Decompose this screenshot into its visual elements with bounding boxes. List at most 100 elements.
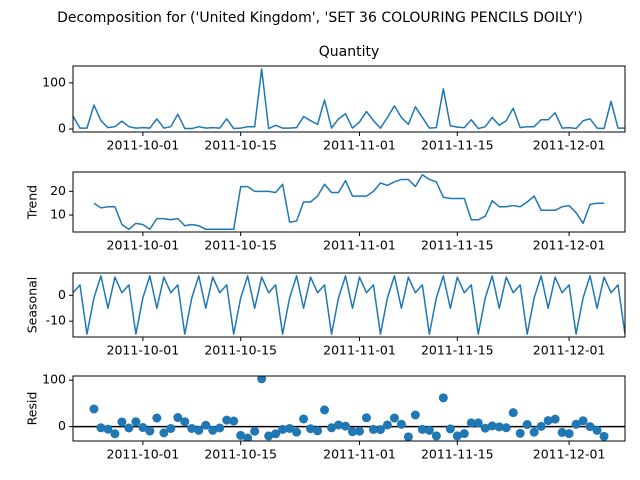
resid-point <box>494 422 504 432</box>
panel: Quantity 0 100 2011-10-01 2011-10-15 2011-11-… <box>42 44 626 153</box>
resid-point <box>131 417 141 427</box>
resid-point <box>557 427 567 437</box>
y-tick-label: 20 <box>50 183 66 198</box>
resid-point <box>194 425 204 435</box>
resid-point <box>152 413 162 423</box>
y-tick-label: -10 <box>46 313 66 328</box>
resid-point <box>341 421 351 431</box>
resid-point <box>201 420 211 430</box>
resid-point <box>564 429 574 439</box>
resid-point <box>571 419 581 429</box>
resid-point <box>173 413 183 423</box>
series-line <box>73 68 625 130</box>
x-tick-label: 2011-12-01 <box>533 238 606 253</box>
resid-point <box>320 405 330 415</box>
resid-point <box>96 423 106 433</box>
resid-point <box>361 413 371 423</box>
axes-frame <box>72 171 626 233</box>
resid-point <box>145 426 155 436</box>
panel: Seasonal -10 0 2011-10-01 2011-10-15 2011-11-… <box>25 272 626 358</box>
panel: Trend 10 20 2011-10-01 2011-10-15 2011-11-01 2… <box>25 171 626 253</box>
x-tick-label: 2011-10-01 <box>107 238 180 253</box>
x-tick-label: 2011-10-15 <box>204 447 277 462</box>
resid-point <box>445 424 455 434</box>
resid-point <box>327 423 337 433</box>
resid-point <box>110 429 120 439</box>
x-tick-label: 2011-10-01 <box>107 447 180 462</box>
x-tick-label: 2011-11-15 <box>421 343 494 358</box>
x-tick-label: 2011-12-01 <box>533 343 606 358</box>
x-tick-label: 2011-11-15 <box>421 138 494 153</box>
x-tick-label: 2011-11-01 <box>323 138 396 153</box>
x-tick-label: 2011-11-15 <box>421 238 494 253</box>
y-tick-label: 0 <box>58 418 66 433</box>
y-axis-label: Seasonal <box>25 277 40 334</box>
resid-point <box>257 376 267 384</box>
resid-point <box>396 419 406 429</box>
y-axis-label: Resid <box>25 392 40 426</box>
plot-area <box>73 68 625 130</box>
axes-frame <box>72 272 626 338</box>
x-tick-label: 2011-12-01 <box>533 138 606 153</box>
resid-point <box>550 414 560 424</box>
resid-point <box>215 423 225 433</box>
series-line <box>73 275 625 335</box>
x-tick-label: 2011-11-01 <box>323 238 396 253</box>
resid-point <box>229 416 239 426</box>
resid-point <box>487 421 497 431</box>
plot-area <box>73 275 625 335</box>
resid-point <box>536 421 546 431</box>
resid-point <box>424 425 434 435</box>
resid-point <box>466 418 476 428</box>
y-tick-label: 0 <box>58 287 66 302</box>
y-tick-label: 100 <box>42 372 66 387</box>
axes-frame <box>72 375 626 442</box>
resid-point <box>159 428 169 438</box>
resid-point <box>124 423 134 433</box>
resid-point <box>480 423 490 433</box>
resid-point <box>438 393 448 403</box>
resid-point <box>117 417 127 427</box>
figure-title: Decomposition for ('United Kingdom', 'SE… <box>57 10 583 26</box>
plot-area <box>73 376 625 441</box>
resid-point <box>166 423 176 433</box>
resid-point <box>417 424 427 434</box>
plot-area <box>93 173 605 231</box>
resid-point <box>389 413 399 423</box>
series-line <box>93 173 605 231</box>
resid-point <box>243 433 253 441</box>
resid-point <box>292 427 302 437</box>
resid-point <box>187 423 197 433</box>
resid-point <box>403 432 413 441</box>
resid-point <box>271 429 281 439</box>
x-tick-label: 2011-11-15 <box>421 447 494 462</box>
resid-point <box>529 427 539 437</box>
y-tick-label: 10 <box>50 207 66 222</box>
resid-point <box>354 426 364 436</box>
x-tick-label: 2011-12-01 <box>533 447 606 462</box>
resid-point <box>522 420 532 430</box>
resid-point <box>368 424 378 434</box>
resid-point <box>599 431 609 441</box>
resid-point <box>410 410 420 420</box>
resid-point <box>382 420 392 430</box>
x-tick-label: 2011-10-01 <box>107 138 180 153</box>
resid-point <box>473 418 483 428</box>
resid-point <box>347 427 357 437</box>
x-tick-label: 2011-10-15 <box>204 238 277 253</box>
y-tick-label: 100 <box>42 74 66 89</box>
axes-frame <box>72 65 626 133</box>
resid-point <box>306 424 316 434</box>
resid-point <box>375 425 385 435</box>
resid-point <box>459 429 469 439</box>
resid-point <box>180 417 190 427</box>
resid-point <box>285 423 295 433</box>
resid-point <box>138 423 148 433</box>
resid-point <box>208 425 218 435</box>
resid-point <box>278 424 288 434</box>
resid-point <box>501 423 511 433</box>
resid-point <box>89 404 99 414</box>
x-tick-label: 2011-10-15 <box>204 343 277 358</box>
resid-point <box>592 425 602 435</box>
